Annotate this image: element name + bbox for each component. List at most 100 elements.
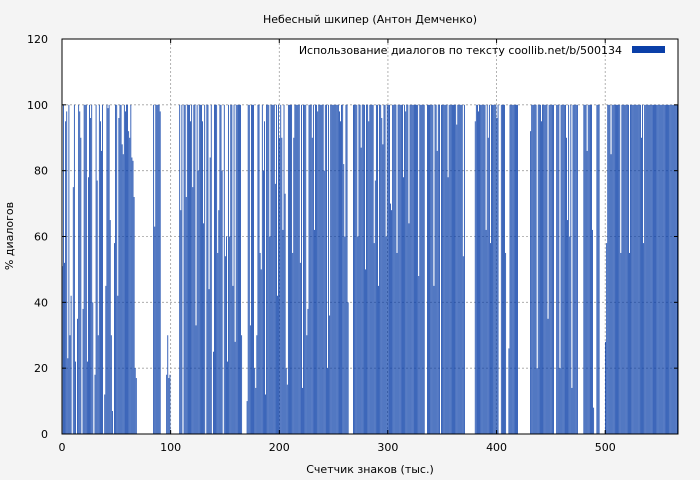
data-bar	[398, 104, 400, 434]
data-bar	[110, 335, 112, 434]
data-bar	[100, 121, 101, 435]
data-bar	[587, 104, 589, 434]
data-bar	[635, 104, 637, 434]
x-tick-label: 500	[595, 441, 616, 454]
data-bar	[561, 104, 563, 434]
data-bar	[188, 104, 189, 434]
data-bar	[328, 104, 329, 434]
data-bar	[645, 104, 647, 434]
data-bar	[393, 104, 395, 434]
data-bar	[357, 236, 359, 434]
data-bar	[460, 104, 462, 434]
data-bar	[560, 104, 562, 434]
data-bar	[209, 157, 211, 434]
data-bar	[202, 121, 203, 435]
data-bar	[502, 104, 503, 434]
data-bar	[496, 118, 498, 434]
data-bar	[541, 121, 542, 435]
data-bar	[509, 104, 511, 434]
data-bar	[239, 104, 240, 434]
data-bar	[611, 104, 613, 434]
data-bar	[372, 104, 374, 434]
data-bar	[117, 295, 119, 434]
data-bar	[436, 150, 438, 434]
data-bar	[492, 104, 494, 434]
data-bar	[632, 104, 634, 434]
data-bar	[261, 104, 263, 434]
data-bar	[210, 104, 212, 434]
data-bar	[129, 137, 131, 434]
data-bar	[346, 104, 348, 434]
y-tick-label: 60	[34, 231, 48, 244]
data-bar	[655, 104, 656, 434]
data-bar	[644, 104, 646, 434]
data-bar	[359, 104, 361, 434]
data-bar	[631, 104, 633, 434]
data-bar	[251, 104, 252, 434]
data-bar	[269, 236, 271, 434]
data-bar	[508, 348, 510, 434]
data-bar	[381, 118, 383, 434]
data-bar	[118, 118, 120, 434]
data-bar	[504, 104, 505, 434]
data-bar	[542, 104, 543, 434]
data-bar	[340, 121, 341, 435]
data-bar	[445, 104, 447, 434]
y-tick-label: 100	[27, 99, 48, 112]
data-bar	[108, 104, 110, 434]
data-bar	[544, 104, 546, 434]
data-bar	[538, 104, 540, 434]
data-bar	[609, 104, 611, 434]
data-bar	[605, 341, 606, 434]
data-bar	[344, 236, 346, 434]
data-bar	[606, 243, 608, 434]
data-bar	[617, 104, 618, 434]
data-bar	[330, 104, 332, 434]
data-bar	[181, 104, 183, 434]
data-bar	[437, 104, 439, 434]
data-bar	[292, 252, 294, 434]
data-bar	[629, 252, 630, 434]
data-bar	[301, 104, 302, 434]
data-bar	[341, 104, 342, 434]
data-bar	[334, 104, 336, 434]
data-bar	[562, 104, 564, 434]
data-bar	[183, 104, 185, 434]
data-bar	[289, 104, 290, 434]
data-bar	[394, 104, 396, 434]
data-bar	[365, 269, 366, 434]
data-bar	[549, 104, 551, 434]
data-bars	[62, 104, 678, 435]
data-bar	[402, 104, 403, 434]
data-bar	[630, 104, 631, 434]
y-axis-label: % диалогов	[3, 202, 16, 270]
data-bar	[620, 252, 622, 434]
data-bar	[646, 104, 648, 434]
data-bar	[105, 285, 107, 434]
data-bar	[459, 104, 461, 434]
data-bar	[206, 104, 208, 434]
data-bar	[612, 104, 614, 434]
data-bar	[456, 124, 458, 434]
data-bar	[510, 104, 512, 434]
data-bar	[294, 104, 296, 434]
data-bar	[421, 104, 423, 434]
data-bar	[122, 154, 124, 435]
axis-ticks: 0 20 40 60 80 100 120 0 100 200 300 400 500	[27, 33, 678, 454]
data-bar	[335, 104, 337, 434]
data-bar	[417, 104, 419, 434]
data-bar	[279, 137, 281, 434]
data-bar	[196, 104, 198, 434]
data-bar	[273, 104, 275, 434]
data-bar	[408, 223, 410, 434]
data-bar	[119, 104, 121, 434]
data-bar	[197, 170, 199, 434]
data-bar	[228, 104, 230, 434]
data-bar	[442, 104, 444, 434]
data-bar	[293, 137, 295, 434]
data-bar	[666, 104, 667, 434]
data-bar	[308, 104, 310, 434]
data-bar	[569, 236, 571, 434]
data-bar	[213, 351, 214, 434]
data-bar	[120, 104, 122, 434]
